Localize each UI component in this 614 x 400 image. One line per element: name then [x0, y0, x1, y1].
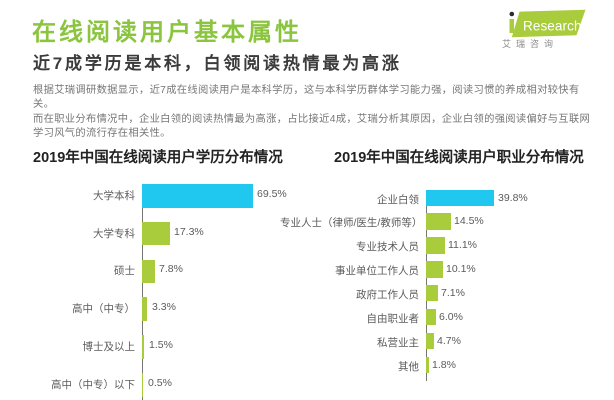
svg-text:Research: Research [523, 19, 582, 34]
